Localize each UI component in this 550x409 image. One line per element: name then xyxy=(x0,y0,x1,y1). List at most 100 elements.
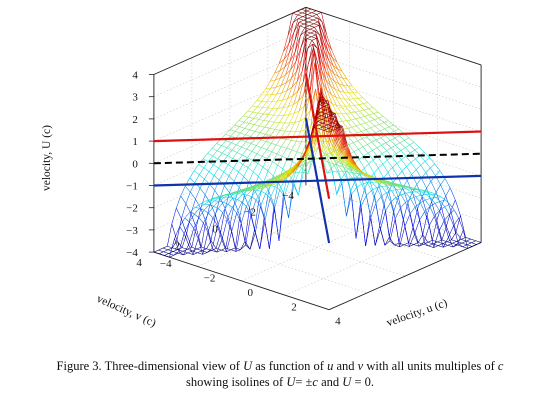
mesh-line xyxy=(336,179,342,195)
mesh-line xyxy=(350,156,356,165)
mesh-line xyxy=(309,23,314,26)
mesh-line xyxy=(300,31,306,36)
mesh-line xyxy=(320,111,326,114)
mesh-line xyxy=(287,172,294,178)
mesh-line xyxy=(302,48,308,83)
grid-line xyxy=(229,218,406,277)
mesh-line xyxy=(223,194,230,198)
mesh-line xyxy=(399,135,405,141)
isoline xyxy=(153,130,482,143)
mesh-line xyxy=(327,51,333,58)
u-tick-label: 4 xyxy=(335,316,341,328)
mesh-line xyxy=(299,105,305,121)
mesh-line xyxy=(358,159,365,169)
mesh-line xyxy=(174,238,180,252)
mesh-line xyxy=(220,194,227,197)
mesh-line xyxy=(267,101,273,109)
mesh-line xyxy=(340,130,346,147)
mesh-line xyxy=(333,159,339,163)
mesh-line xyxy=(245,214,252,246)
mesh-line xyxy=(244,128,250,131)
mesh-line xyxy=(377,111,384,117)
mesh-line xyxy=(415,195,421,197)
mesh-line xyxy=(408,137,415,143)
mesh-line xyxy=(342,171,348,180)
mesh-line xyxy=(176,218,182,241)
mesh-line xyxy=(388,191,395,212)
mesh-line xyxy=(409,214,415,235)
mesh-line xyxy=(283,170,290,174)
mesh-line xyxy=(222,152,228,156)
mesh-line xyxy=(299,105,305,111)
mesh-line xyxy=(264,126,270,129)
mesh-line xyxy=(457,244,463,247)
mesh-line xyxy=(299,23,305,27)
mesh-line xyxy=(347,171,353,179)
mesh-line xyxy=(368,107,373,109)
mesh-line xyxy=(372,150,378,157)
mesh-line xyxy=(290,122,296,132)
mesh-line xyxy=(240,132,246,136)
mesh-line xyxy=(343,166,348,172)
mesh-line xyxy=(405,187,410,189)
mesh-line xyxy=(366,182,372,191)
mesh-line xyxy=(274,70,280,74)
mesh-line xyxy=(189,221,195,229)
mesh-line xyxy=(219,195,225,199)
mesh-line xyxy=(354,168,360,172)
mesh-line xyxy=(377,180,383,183)
mesh-line xyxy=(476,242,482,245)
mesh-line xyxy=(349,105,356,113)
mesh-line xyxy=(471,240,477,244)
mesh-line xyxy=(335,97,342,107)
mesh-line xyxy=(226,219,232,232)
mesh-line xyxy=(440,195,446,207)
mesh-line xyxy=(373,167,379,174)
mesh-line xyxy=(179,217,186,227)
mesh-line xyxy=(293,100,299,114)
mesh-line xyxy=(342,78,349,86)
mesh-line xyxy=(310,32,316,35)
mesh-line xyxy=(202,158,209,162)
mesh-line xyxy=(446,239,452,242)
mesh-line xyxy=(335,150,341,161)
mesh-line xyxy=(288,184,295,218)
mesh-line xyxy=(466,238,471,242)
mesh-line xyxy=(454,209,459,219)
mesh-line xyxy=(372,107,379,113)
mesh-line xyxy=(212,225,218,249)
mesh-line xyxy=(434,216,440,232)
mesh-line xyxy=(341,183,347,217)
mesh-line xyxy=(394,218,400,247)
mesh-line xyxy=(327,124,333,127)
mesh-line xyxy=(339,159,345,165)
mesh-line xyxy=(374,117,379,120)
mesh-line xyxy=(316,113,322,116)
mesh-line xyxy=(325,113,331,116)
mesh-line xyxy=(324,60,330,69)
mesh-line xyxy=(195,187,201,200)
mesh-line xyxy=(389,181,395,184)
mesh-line xyxy=(247,151,253,158)
mesh-line xyxy=(288,104,294,107)
mesh-line xyxy=(333,121,339,131)
mesh-line xyxy=(225,193,231,195)
mesh-line xyxy=(258,166,264,177)
mesh-line xyxy=(455,215,461,233)
mesh-line xyxy=(328,68,335,82)
mesh-line xyxy=(363,102,368,104)
mesh-line xyxy=(323,124,328,127)
mesh-line xyxy=(300,156,306,164)
mesh-line xyxy=(271,151,278,155)
mesh-line xyxy=(340,171,346,180)
mesh-line xyxy=(181,218,187,234)
mesh-line xyxy=(227,198,234,205)
mesh-line xyxy=(263,114,269,121)
mesh-line xyxy=(275,77,281,81)
mesh-line xyxy=(432,241,438,245)
mesh-line xyxy=(184,211,191,219)
mesh-line xyxy=(368,114,375,120)
mesh-line xyxy=(339,90,345,93)
mesh-line xyxy=(290,51,296,70)
mesh-line xyxy=(274,176,281,180)
